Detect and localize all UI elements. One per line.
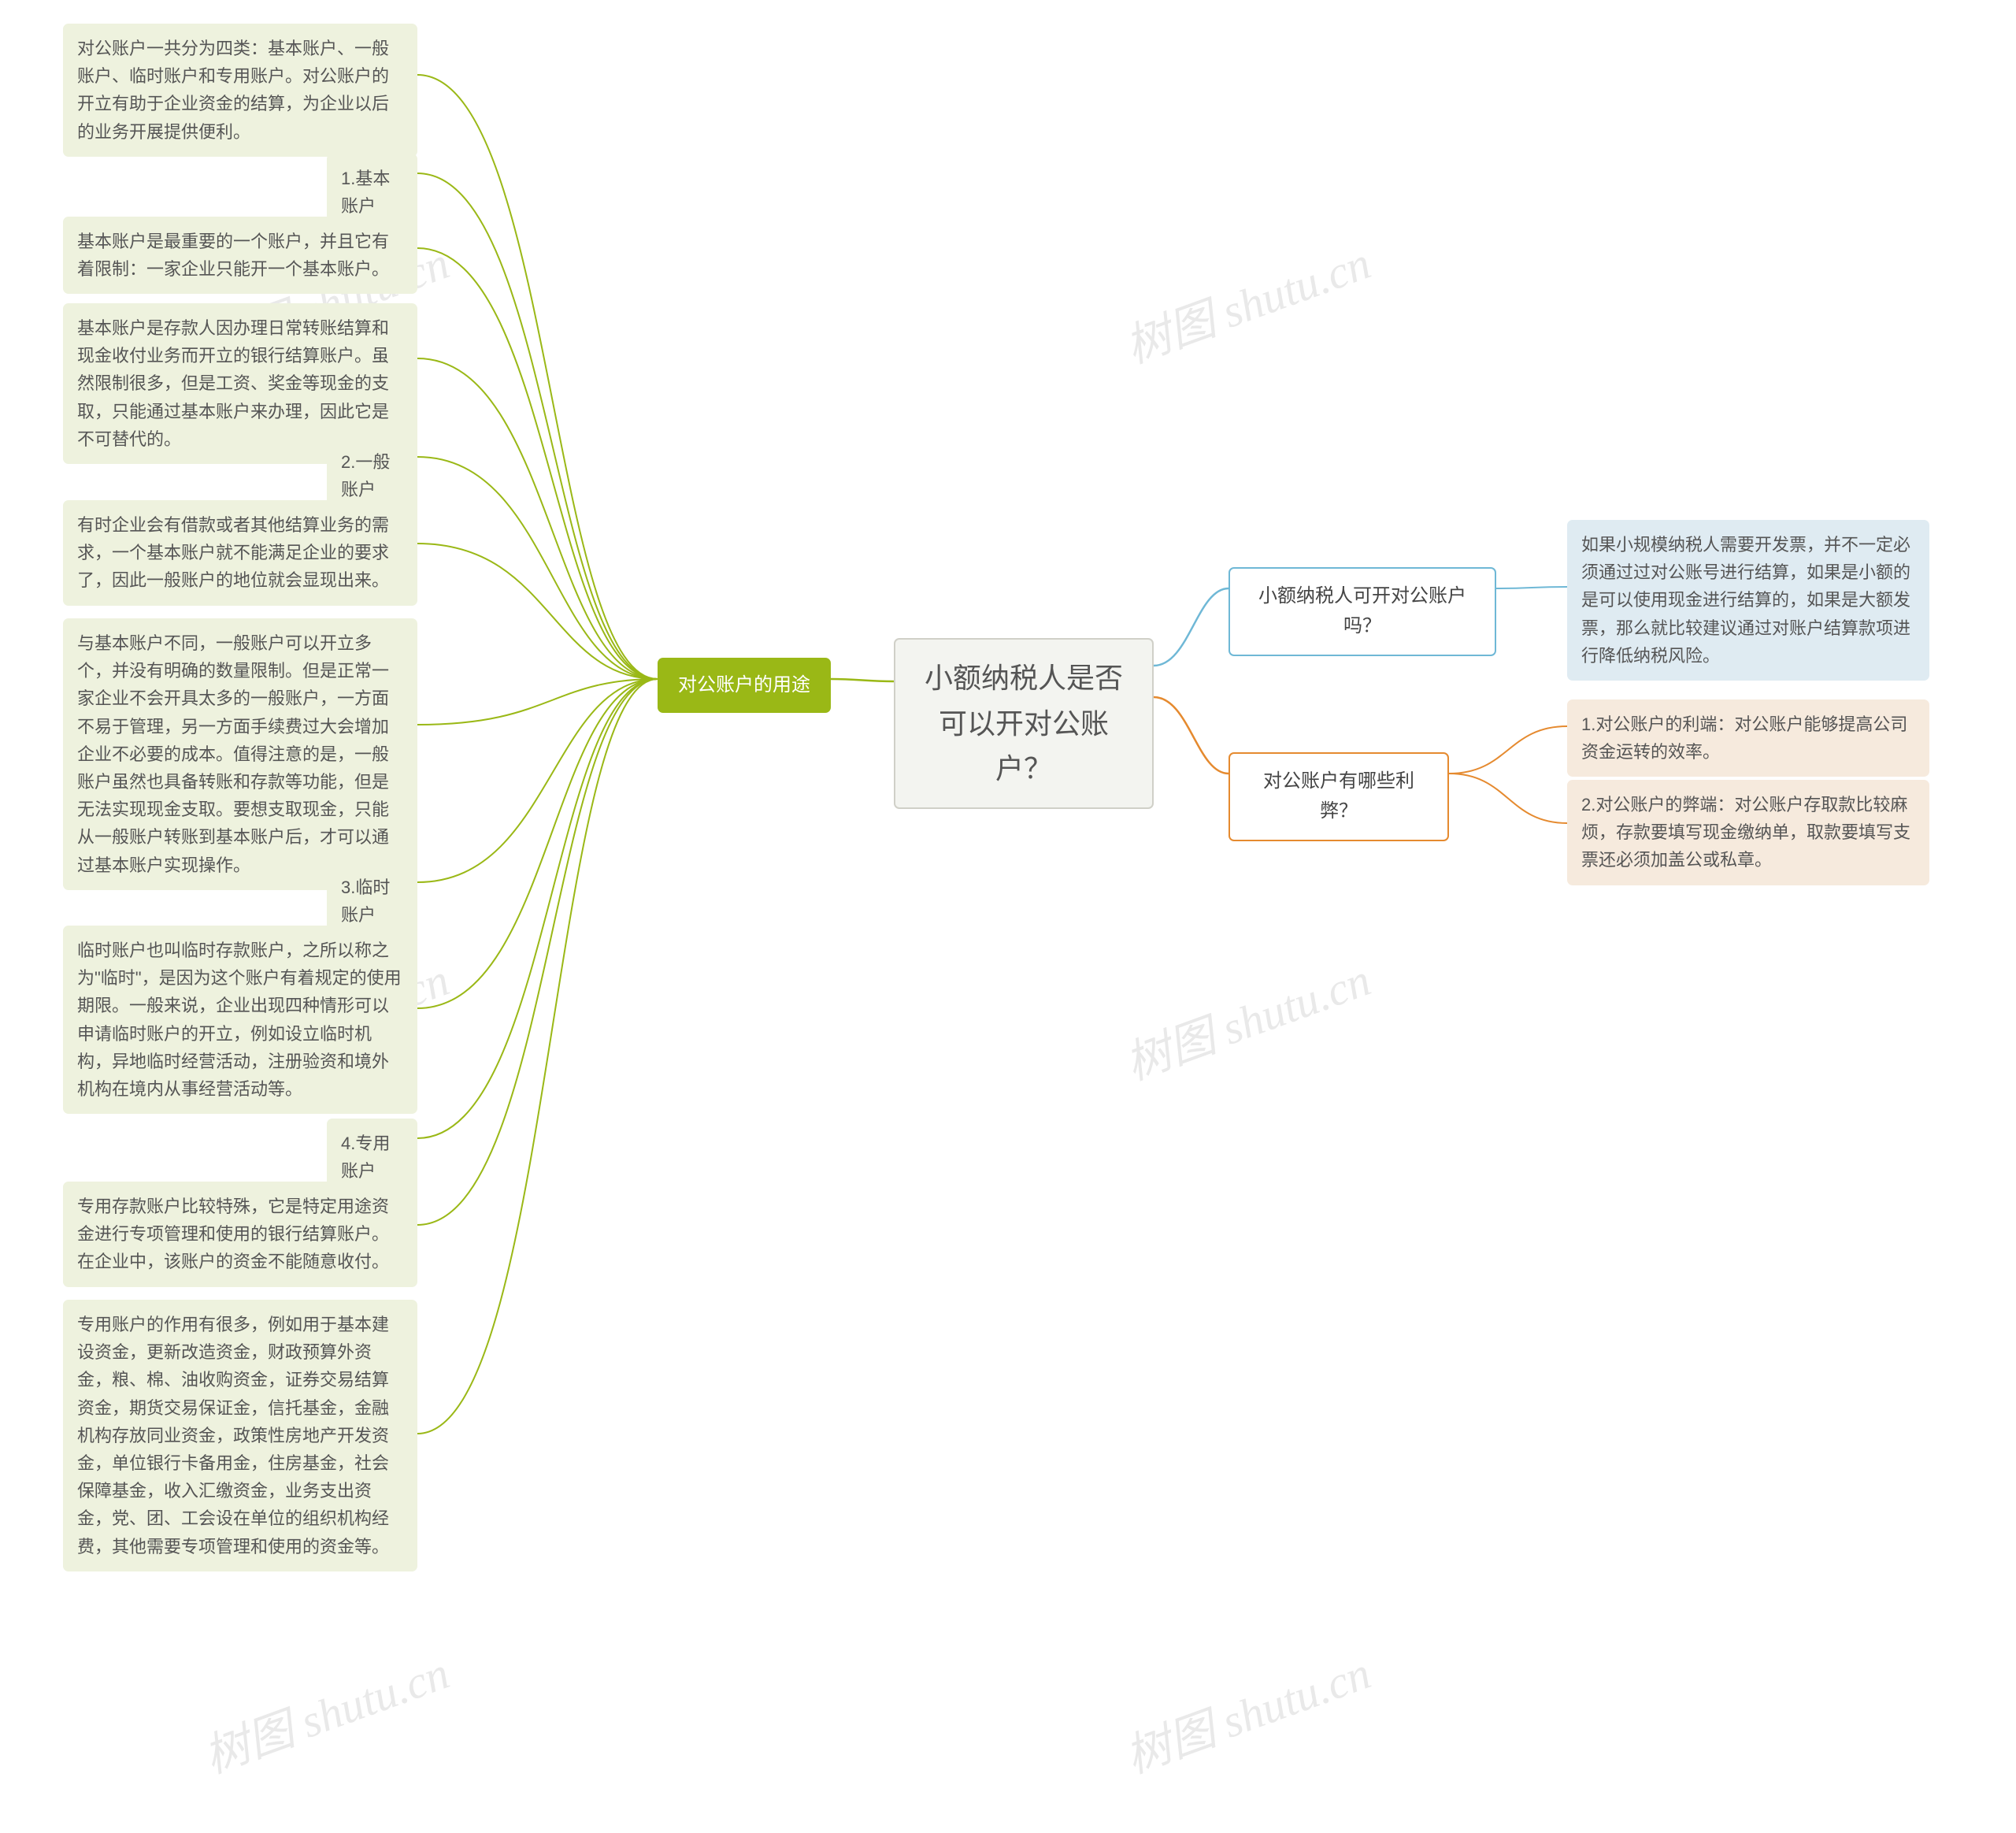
leaf-text: 1.基本账户 [341,169,390,216]
branch-can-open-label: 小额纳税人可开对公账户吗？ [1258,585,1466,636]
leaf-text: 专用存款账户比较特殊，它是特定用途资金进行专项管理和使用的银行结算账户。在企业中… [77,1197,389,1271]
leaf-text: 3.临时账户 [341,878,390,925]
leaf-text: 临时账户也叫临时存款账户，之所以称之为"临时"，是因为这个账户有着规定的使用期限… [77,941,402,1099]
leaf-uses-2: 基本账户是最重要的一个账户，并且它有着限制：一家企业只能开一个基本账户。 [63,217,417,294]
leaf-pros-cons-0: 1.对公账户的利端：对公账户能够提高公司资金运转的效率。 [1567,699,1929,777]
leaf-uses-6: 与基本账户不同，一般账户可以开立多个，并没有明确的数量限制。但是正常一家企业不会… [63,618,417,890]
leaf-text: 基本账户是最重要的一个账户，并且它有着限制：一家企业只能开一个基本账户。 [77,232,389,279]
leaf-can-open-0: 如果小规模纳税人需要开发票，并不一定必须通过过对公账号进行结算，如果是小额的是可… [1567,520,1929,681]
watermark: 树图 shutu.cn [1114,226,1378,376]
leaf-uses-5: 有时企业会有借款或者其他结算业务的需求，一个基本账户就不能满足企业的要求了，因此… [63,500,417,606]
watermark: 树图 shutu.cn [1114,1636,1378,1786]
leaf-uses-11: 专用账户的作用有很多，例如用于基本建设资金，更新改造资金，财政预算外资金，粮、棉… [63,1300,417,1571]
leaf-text: 对公账户一共分为四类：基本账户、一般账户、临时账户和专用账户。对公账户的开立有助… [77,39,389,142]
leaf-text: 1.对公账户的利端：对公账户能够提高公司资金运转的效率。 [1581,714,1907,762]
leaf-text: 与基本账户不同，一般账户可以开立多个，并没有明确的数量限制。但是正常一家企业不会… [77,633,389,875]
branch-uses: 对公账户的用途 [658,658,831,713]
branch-pros-cons-label: 对公账户有哪些利弊？ [1263,770,1414,822]
root-label: 小额纳税人是否可以开对公账户？ [925,662,1123,785]
branch-can-open: 小额纳税人可开对公账户吗？ [1228,567,1496,656]
leaf-text: 专用账户的作用有很多，例如用于基本建设资金，更新改造资金，财政预算外资金，粮、棉… [77,1315,389,1557]
root-node: 小额纳税人是否可以开对公账户？ [894,638,1154,809]
watermark: 树图 shutu.cn [1114,943,1378,1093]
branch-uses-label: 对公账户的用途 [678,674,810,696]
leaf-uses-10: 专用存款账户比较特殊，它是特定用途资金进行专项管理和使用的银行结算账户。在企业中… [63,1182,417,1287]
leaf-text: 如果小规模纳税人需要开发票，并不一定必须通过过对公账号进行结算，如果是小额的是可… [1581,535,1910,666]
leaf-text: 2.一般账户 [341,452,390,499]
branch-pros-cons: 对公账户有哪些利弊？ [1228,752,1449,841]
leaf-text: 2.对公账户的弊端：对公账户存取款比较麻烦，存款要填写现金缴纳单，取款要填写支票… [1581,795,1910,870]
leaf-text: 有时企业会有借款或者其他结算业务的需求，一个基本账户就不能满足企业的要求了，因此… [77,515,389,590]
leaf-pros-cons-1: 2.对公账户的弊端：对公账户存取款比较麻烦，存款要填写现金缴纳单，取款要填写支票… [1567,780,1929,885]
leaf-text: 4.专用账户 [341,1134,390,1181]
leaf-uses-8: 临时账户也叫临时存款账户，之所以称之为"临时"，是因为这个账户有着规定的使用期限… [63,926,417,1114]
leaf-text: 基本账户是存款人因办理日常转账结算和现金收付业务而开立的银行结算账户。虽然限制很… [77,318,389,449]
watermark: 树图 shutu.cn [193,1636,457,1786]
leaf-uses-0: 对公账户一共分为四类：基本账户、一般账户、临时账户和专用账户。对公账户的开立有助… [63,24,417,157]
